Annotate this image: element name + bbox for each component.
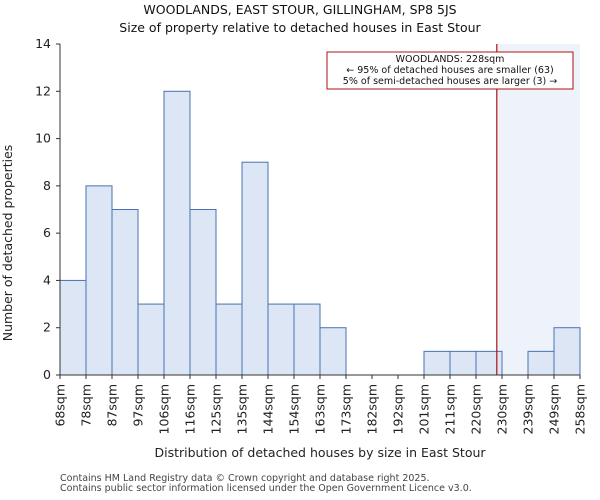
x-tick-label-125sqm: 125sqm bbox=[209, 384, 224, 434]
x-tick-label-68sqm: 68sqm bbox=[53, 384, 68, 427]
x-tick-label-230sqm: 230sqm bbox=[495, 384, 510, 434]
annotation-box bbox=[326, 51, 574, 90]
bar-211sqm bbox=[449, 350, 477, 376]
annotation-line-3: 5% of semi-detached houses are larger (3… bbox=[343, 76, 557, 87]
bar-239sqm bbox=[527, 350, 555, 376]
x-tick-label-154sqm: 154sqm bbox=[287, 384, 302, 434]
y-tick-label-2: 2 bbox=[43, 320, 51, 335]
x-tick-label-163sqm: 163sqm bbox=[313, 384, 328, 434]
y-tick-label-12: 12 bbox=[35, 83, 51, 98]
y-tick-label-4: 4 bbox=[43, 272, 51, 287]
annotation-line-1: WOODLANDS: 228sqm bbox=[396, 54, 505, 65]
bar-163sqm bbox=[319, 327, 347, 376]
x-tick-label-192sqm: 192sqm bbox=[391, 384, 406, 434]
bar-220sqm bbox=[475, 350, 503, 376]
x-tick-label-144sqm: 144sqm bbox=[261, 384, 276, 434]
chart-subtitle: Size of property relative to detached ho… bbox=[119, 20, 481, 35]
x-tick-label-220sqm: 220sqm bbox=[469, 384, 484, 434]
y-tick-label-14: 14 bbox=[35, 36, 51, 51]
plot-area: 0 2 4 6 8 10 12 14 68sqm 78sqm 87sqm 97sqm 106sqm 116… bbox=[35, 36, 587, 434]
x-tick-label-173sqm: 173sqm bbox=[339, 384, 354, 434]
x-tick-label-87sqm: 87sqm bbox=[105, 384, 120, 427]
bar-249sqm bbox=[553, 327, 581, 376]
bar-68sqm bbox=[59, 279, 87, 376]
bar-135sqm bbox=[241, 161, 269, 376]
y-tick-label-8: 8 bbox=[43, 178, 51, 193]
x-axis-label: Distribution of detached houses by size … bbox=[154, 445, 486, 460]
x-tick-label-249sqm: 249sqm bbox=[547, 384, 562, 434]
y-tick-label-0: 0 bbox=[43, 367, 51, 382]
x-tick-label-106sqm: 106sqm bbox=[157, 384, 172, 434]
bar-144sqm bbox=[267, 303, 295, 376]
x-tick-label-116sqm: 116sqm bbox=[183, 384, 198, 434]
bar-154sqm bbox=[293, 303, 321, 376]
larger-region-shade bbox=[496, 44, 580, 375]
bar-97sqm bbox=[137, 303, 165, 376]
x-tick-label-258sqm: 258sqm bbox=[573, 384, 588, 434]
y-tick-label-6: 6 bbox=[43, 225, 51, 240]
bar-125sqm bbox=[215, 303, 243, 376]
bar-78sqm bbox=[85, 185, 113, 376]
bar-106sqm bbox=[163, 90, 191, 376]
x-tick-label-78sqm: 78sqm bbox=[79, 384, 94, 427]
chart-title: WOODLANDS, EAST STOUR, GILLINGHAM, SP8 5… bbox=[143, 2, 456, 17]
y-tick-label-10: 10 bbox=[35, 131, 51, 146]
x-tick-label-211sqm: 211sqm bbox=[443, 384, 458, 434]
bar-201sqm bbox=[423, 350, 451, 376]
bar-87sqm bbox=[111, 209, 139, 376]
x-tick-label-135sqm: 135sqm bbox=[235, 384, 250, 434]
footer-licence: Contains public sector information licen… bbox=[60, 483, 472, 494]
y-axis-label: Number of detached properties bbox=[0, 145, 15, 342]
x-tick-label-97sqm: 97sqm bbox=[131, 384, 146, 427]
x-tick-label-201sqm: 201sqm bbox=[417, 384, 432, 434]
x-tick-label-182sqm: 182sqm bbox=[365, 384, 380, 434]
bar-116sqm bbox=[189, 209, 217, 376]
x-tick-label-239sqm: 239sqm bbox=[521, 384, 536, 434]
footer-copyright: Contains HM Land Registry data © Crown c… bbox=[60, 473, 430, 484]
annotation-line-2: ← 95% of detached houses are smaller (63… bbox=[346, 65, 553, 76]
